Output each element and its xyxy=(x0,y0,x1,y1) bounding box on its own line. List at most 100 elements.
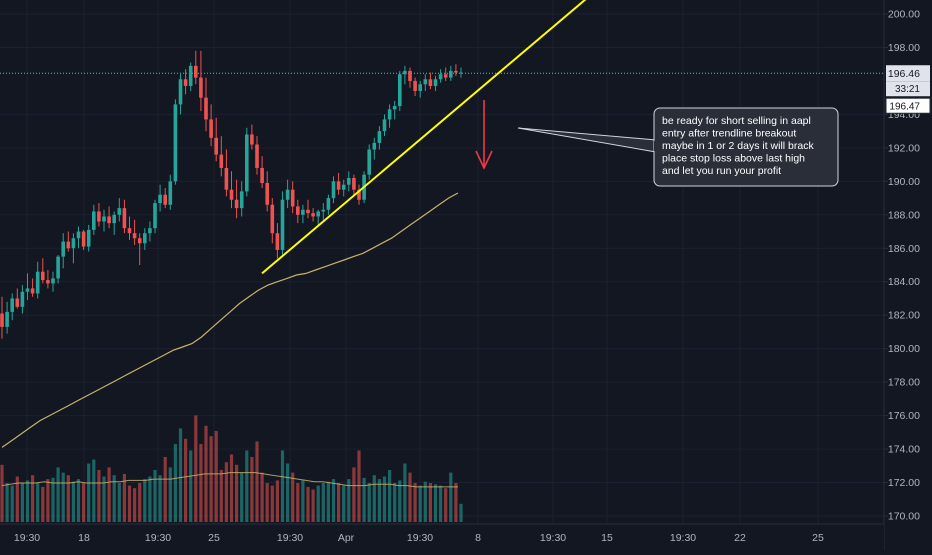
candle-body xyxy=(0,313,4,327)
volume-bar xyxy=(127,485,132,522)
price-tick-label: 180.00 xyxy=(888,343,920,355)
volume-bar xyxy=(296,483,300,522)
candle xyxy=(408,67,412,88)
candle xyxy=(41,258,45,284)
candle xyxy=(112,211,116,235)
candle xyxy=(143,228,147,250)
candle xyxy=(275,223,280,259)
candle-body xyxy=(163,194,167,205)
volume-bar xyxy=(229,454,234,522)
candle-body xyxy=(15,298,20,307)
annotation-callout[interactable]: be ready for short selling in aapl entry … xyxy=(517,107,839,187)
volume-bar xyxy=(71,481,75,522)
candle xyxy=(107,206,111,229)
candle-body xyxy=(76,231,81,239)
candle xyxy=(86,224,91,252)
volume-bar xyxy=(398,480,402,522)
candle-body xyxy=(102,216,106,222)
drawings[interactable] xyxy=(261,0,592,275)
volume-bar xyxy=(311,489,315,522)
candle-body xyxy=(382,119,387,132)
volume-bar xyxy=(439,485,443,522)
candle xyxy=(459,67,463,78)
candle-body xyxy=(224,167,229,190)
volume-bar xyxy=(117,483,121,522)
volume-bar xyxy=(25,480,30,522)
candle xyxy=(25,273,30,301)
volume-bar xyxy=(326,481,330,522)
candle-body xyxy=(423,79,428,85)
volume-bar xyxy=(10,485,14,522)
candle-body xyxy=(86,229,91,247)
callout-line: and let you run your profit xyxy=(662,165,781,177)
candle xyxy=(367,144,371,180)
candle-body xyxy=(127,228,132,234)
volume-bar xyxy=(291,472,295,522)
moving-average xyxy=(1,192,459,448)
candle xyxy=(398,70,402,112)
candle-body xyxy=(459,72,463,74)
volume-bar xyxy=(51,477,55,522)
candle xyxy=(290,181,295,214)
time-axis[interactable]: 19:30 18 19:30 25 19:30 Apr 19:30 8 19:30 15 19:30… xyxy=(0,523,884,550)
volume-bar xyxy=(87,463,91,522)
price-tick-label: 184.00 xyxy=(888,276,920,288)
volume-bar xyxy=(428,483,432,522)
candle-body xyxy=(178,79,183,105)
candle-body xyxy=(449,70,453,78)
candle xyxy=(413,77,417,96)
candle xyxy=(148,221,152,242)
candle xyxy=(199,50,203,112)
candle xyxy=(260,156,264,189)
volume-bar xyxy=(76,479,81,522)
volume-bar xyxy=(92,459,96,522)
volume-bar xyxy=(357,450,361,522)
candle xyxy=(428,72,433,90)
candle-body xyxy=(265,183,269,205)
volume-bar xyxy=(423,481,427,522)
volume-bar xyxy=(36,483,40,522)
candle xyxy=(209,104,213,147)
volume-bar xyxy=(168,467,172,522)
candle-body xyxy=(168,181,173,205)
candle xyxy=(280,191,285,257)
volume-bar xyxy=(337,483,341,522)
candle xyxy=(418,80,422,98)
candle-body xyxy=(188,65,193,86)
candle-body xyxy=(25,288,30,292)
candle-body xyxy=(311,213,315,217)
candlesticks xyxy=(0,50,463,339)
candle xyxy=(97,203,101,227)
time-tick-label: 19:30 xyxy=(14,532,40,544)
candle-body xyxy=(183,79,188,86)
volume-bar xyxy=(46,479,50,522)
candle xyxy=(35,261,40,299)
candle-body xyxy=(229,189,234,200)
candle-body xyxy=(61,241,65,257)
volume-bar xyxy=(214,431,218,522)
candle xyxy=(255,136,259,175)
candle-body xyxy=(30,288,35,294)
price-tick-label: 198.00 xyxy=(888,42,920,54)
candle-body xyxy=(132,233,137,239)
candle xyxy=(183,69,188,95)
candle-body xyxy=(194,65,198,78)
candle xyxy=(250,124,254,150)
volume-bar xyxy=(301,480,305,522)
candle xyxy=(443,67,448,81)
candle-body xyxy=(35,271,40,294)
candle-body xyxy=(341,184,346,190)
candle-body xyxy=(219,154,224,168)
candle-body xyxy=(403,70,407,75)
volume-bar xyxy=(153,470,157,522)
volume-bar xyxy=(107,467,111,522)
candle-body xyxy=(51,278,55,284)
candle-body xyxy=(398,74,402,107)
volume-bar xyxy=(219,470,223,522)
candle-body xyxy=(260,167,264,184)
candle-body xyxy=(10,298,14,312)
candle xyxy=(387,104,392,128)
candle-body xyxy=(107,216,111,224)
